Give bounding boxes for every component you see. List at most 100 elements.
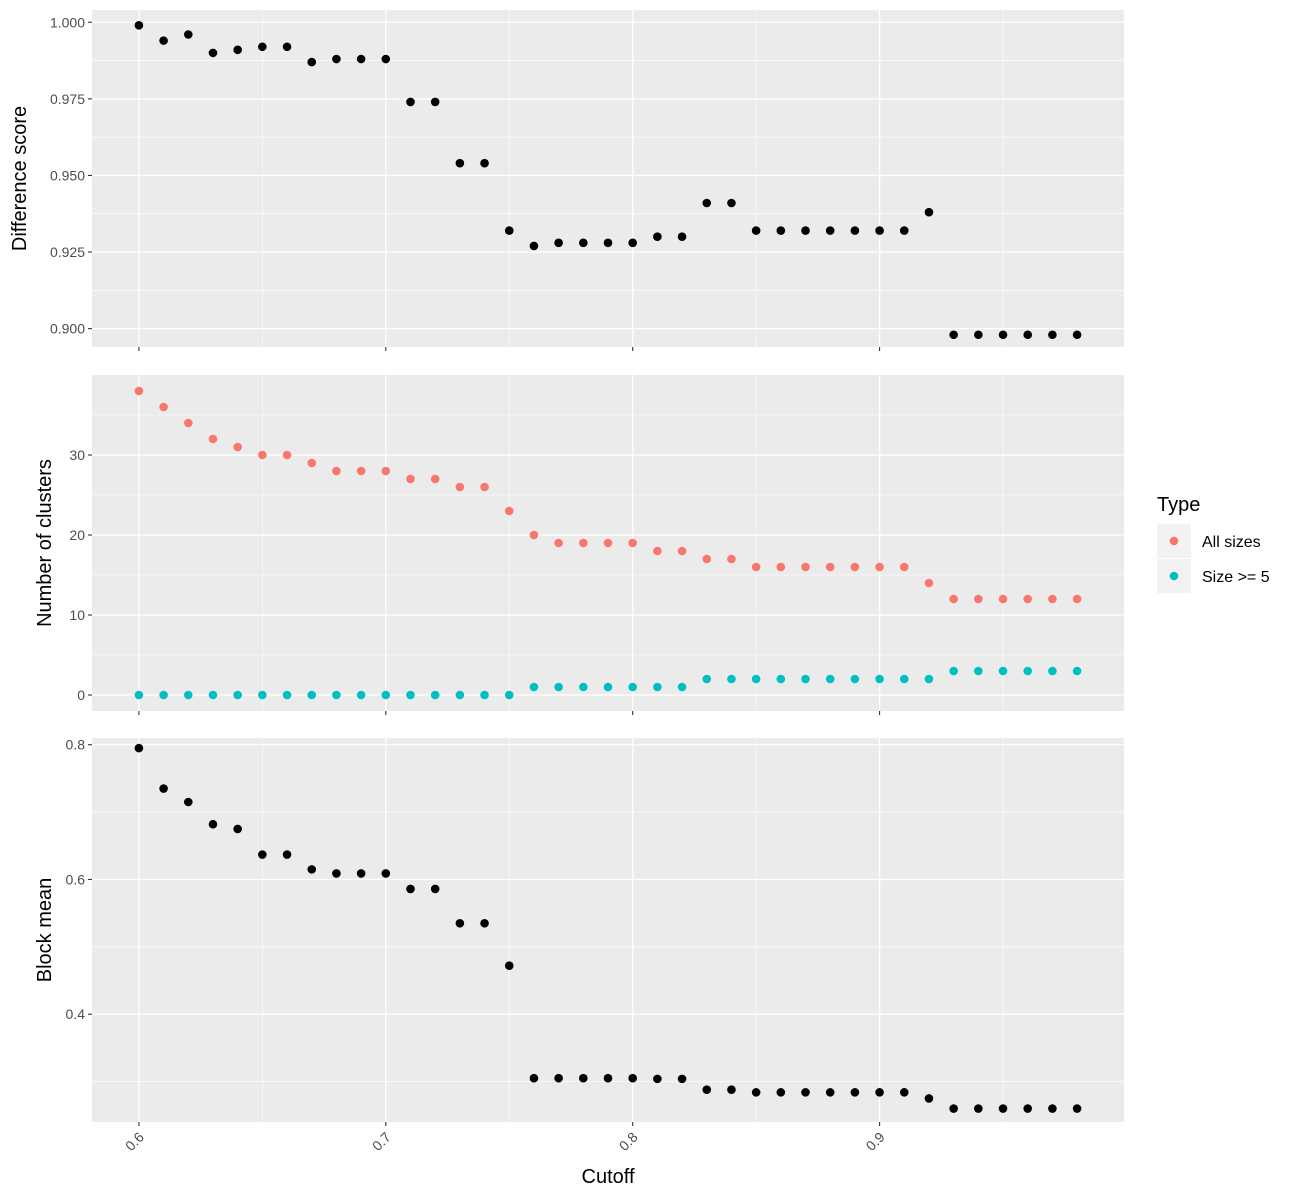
data-point [801, 1088, 810, 1097]
series-2-points [134, 666, 1082, 700]
y-tick-label: 1.000 [50, 14, 85, 30]
data-point [727, 1085, 736, 1094]
data-point [899, 1088, 909, 1097]
data-point [751, 226, 761, 235]
data-point [653, 546, 662, 556]
data-point [825, 562, 835, 572]
data-point [430, 884, 440, 894]
y-axis-title: Block mean [34, 878, 56, 983]
y-axis-title: Difference score [9, 106, 31, 251]
data-point [554, 1073, 563, 1083]
y-tick-label: 0.950 [50, 167, 85, 183]
data-point [208, 48, 218, 58]
data-point [554, 238, 563, 248]
data-point [258, 450, 267, 460]
data-point [381, 869, 391, 878]
legend-key-size-ge-5 [1169, 571, 1179, 581]
data-point [134, 386, 144, 396]
data-point [825, 226, 835, 235]
x-tick-label: 0.7 [369, 1129, 394, 1154]
data-point [727, 554, 736, 564]
data-point [825, 1088, 835, 1097]
data-point [677, 682, 687, 692]
data-point [233, 45, 242, 55]
data-point [579, 538, 588, 548]
data-point [430, 474, 440, 484]
data-point [332, 466, 341, 476]
data-point [628, 538, 637, 548]
data-point [628, 682, 637, 692]
data-point [381, 54, 391, 64]
data-point [282, 690, 292, 700]
data-point [974, 666, 983, 676]
series-1-points [134, 743, 1082, 1113]
data-point [776, 226, 786, 235]
data-point [1048, 594, 1057, 604]
data-point [1048, 330, 1057, 340]
data-point [899, 674, 909, 684]
data-point [504, 961, 514, 971]
data-point [875, 1088, 884, 1097]
data-point [875, 562, 884, 572]
data-point [430, 97, 440, 107]
data-point [554, 538, 563, 548]
series-1-points [134, 386, 1082, 604]
data-point [307, 458, 317, 468]
data-point [603, 538, 613, 548]
data-point [455, 918, 465, 928]
data-point [332, 690, 341, 700]
data-point [332, 869, 341, 878]
y-tick-label: 0.975 [50, 91, 85, 107]
data-point [998, 1104, 1008, 1113]
data-point [949, 330, 958, 340]
data-point [183, 797, 193, 807]
data-point [1072, 1104, 1082, 1113]
data-point [282, 850, 292, 859]
data-point [356, 54, 366, 64]
data-point [233, 690, 242, 700]
data-point [332, 54, 341, 64]
data-point [924, 1094, 934, 1103]
data-point [579, 238, 588, 248]
data-point [529, 241, 539, 251]
panel-background [92, 738, 1124, 1122]
data-point [949, 666, 958, 676]
y-tick-label: 10 [69, 607, 85, 623]
data-point [875, 674, 884, 684]
x-tick-label: 0.9 [863, 1129, 888, 1154]
data-point [1023, 330, 1033, 340]
data-point [603, 238, 613, 248]
data-point [529, 530, 539, 540]
data-point [159, 690, 168, 700]
data-point [825, 674, 835, 684]
panel-background [92, 10, 1124, 347]
data-point [653, 682, 662, 692]
y-tick-label: 0.925 [50, 244, 85, 260]
data-point [455, 482, 465, 492]
data-point [381, 690, 391, 700]
data-point [579, 1073, 588, 1083]
y-tick-label: 20 [69, 527, 85, 543]
data-point [702, 554, 712, 564]
series-1-points [134, 21, 1082, 340]
y-tick-label: 30 [69, 447, 85, 463]
data-point [282, 450, 292, 460]
data-point [653, 1074, 662, 1084]
data-point [1023, 666, 1033, 676]
data-point [134, 743, 144, 753]
data-point [430, 690, 440, 700]
chart-panels: 1.000 0.975 0.950 0.925 0.900 Difference scor… [9, 10, 1124, 1154]
legend-label-all-sizes: All sizes [1202, 534, 1261, 551]
x-tick-label: 0.8 [616, 1129, 641, 1154]
data-point [183, 418, 193, 428]
data-point [924, 578, 934, 588]
data-point [480, 158, 489, 168]
data-point [356, 466, 366, 476]
y-tick-label: 0.6 [66, 871, 86, 887]
data-point [356, 690, 366, 700]
data-point [924, 207, 934, 217]
data-point [480, 690, 489, 700]
data-point [159, 784, 168, 793]
data-point [603, 682, 613, 692]
